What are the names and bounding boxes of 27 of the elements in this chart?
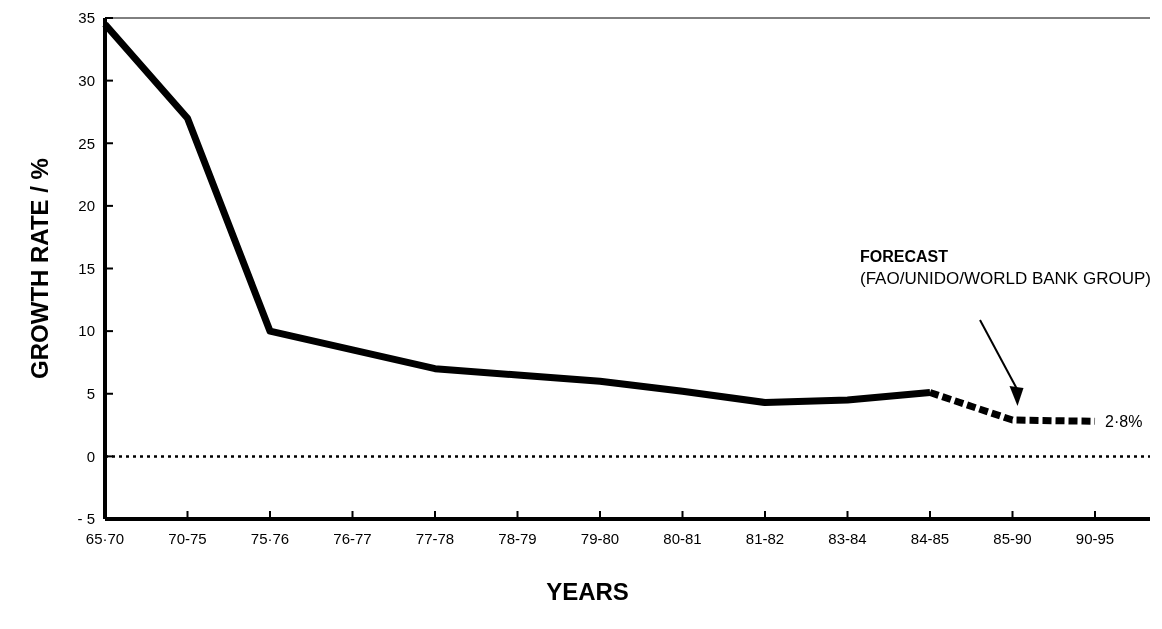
- x-tick-label: 84-85: [910, 530, 950, 547]
- x-tick-label: 78-79: [498, 530, 537, 547]
- x-tick-label: 90-95: [1075, 530, 1115, 547]
- y-tick-label: - 5: [77, 510, 95, 528]
- y-tick-label: 15: [78, 259, 95, 277]
- x-tick-label: 85-90: [993, 530, 1032, 547]
- y-tick-label: 0: [86, 447, 95, 465]
- y-tick-label: 35: [78, 9, 95, 27]
- x-tick-label: 65·70: [85, 530, 125, 547]
- y-tick-label: 30: [78, 71, 95, 89]
- y-tick-label: 5: [86, 385, 95, 402]
- x-tick-label: 70-75: [168, 530, 207, 547]
- y-axis-title: GROWTH RATE / %: [26, 158, 53, 379]
- y-tick-label: 25: [78, 134, 95, 152]
- annotation: FORECAST: [860, 248, 949, 265]
- x-tick-label: 76-77: [333, 530, 372, 547]
- x-tick-label: 83-84: [828, 530, 867, 547]
- x-tick-label: 75·76: [250, 530, 290, 547]
- x-tick-label: 79-80: [580, 530, 620, 547]
- x-tick-label: 81-82: [745, 530, 785, 547]
- y-tick-label: 10: [78, 322, 95, 340]
- y-tick-label: 20: [78, 197, 95, 215]
- x-tick-label: 80-81: [663, 530, 702, 547]
- annotation: 2·8%: [1105, 413, 1143, 431]
- annotation: (FAO/UNIDO/WORLD BANK GROUP): [860, 269, 1151, 288]
- x-axis-title: YEARS: [546, 578, 629, 605]
- x-tick-label: 77-78: [415, 530, 455, 547]
